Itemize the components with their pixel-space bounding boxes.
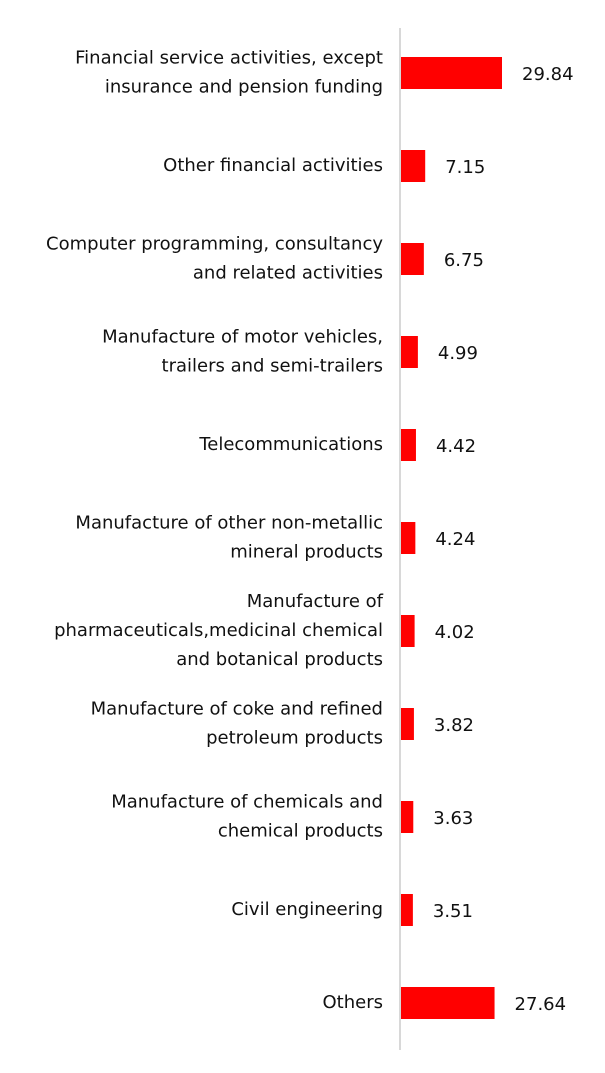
category-label: Civil engineering [231, 899, 383, 920]
value-label: 3.63 [433, 808, 473, 829]
value-label: 29.84 [522, 64, 574, 85]
value-label: 4.24 [435, 529, 475, 550]
bar [401, 150, 426, 182]
category-label: and botanical products [176, 649, 383, 670]
category-label: pharmaceuticals,medicinal chemical [54, 620, 383, 641]
value-label: 6.75 [444, 250, 484, 271]
category-label: insurance and pension funding [105, 77, 383, 98]
bar [401, 708, 414, 740]
category-label: Financial service activities, except [75, 48, 383, 69]
value-label: 7.15 [445, 157, 485, 178]
category-label: and related activities [193, 263, 383, 284]
category-label: Others [323, 992, 384, 1013]
category-label: Manufacture of [247, 591, 384, 612]
value-label: 4.02 [435, 622, 475, 643]
value-label: 27.64 [515, 994, 567, 1015]
bar [401, 615, 415, 647]
value-label: 3.82 [434, 715, 474, 736]
category-label: Telecommunications [198, 434, 383, 455]
category-label: trailers and semi-trailers [162, 356, 383, 377]
value-label: 4.99 [438, 343, 478, 364]
value-label: 3.51 [433, 901, 473, 922]
value-label: 4.42 [436, 436, 476, 457]
category-label: Other financial activities [163, 155, 383, 176]
bar [401, 987, 495, 1019]
category-label: mineral products [230, 542, 383, 563]
bar [401, 336, 418, 368]
bar [401, 429, 416, 461]
category-label: chemical products [218, 821, 383, 842]
category-label: Manufacture of coke and refined [91, 699, 383, 720]
bar [401, 243, 424, 275]
category-label: Manufacture of motor vehicles, [102, 327, 383, 348]
category-label: Manufacture of other non-metallic [75, 513, 383, 534]
bar [401, 57, 502, 89]
category-label: Manufacture of chemicals and [111, 792, 383, 813]
bar [401, 894, 413, 926]
category-label: petroleum products [206, 728, 383, 749]
bar [401, 522, 416, 554]
category-label: Computer programming, consultancy [46, 234, 383, 255]
bar [401, 801, 414, 833]
